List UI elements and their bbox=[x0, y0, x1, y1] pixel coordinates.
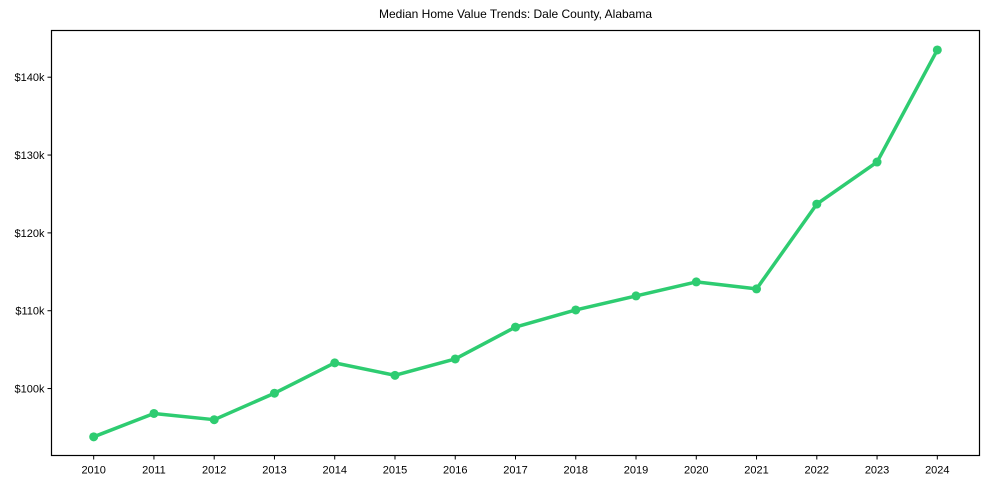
data-point-marker bbox=[571, 305, 581, 315]
x-tick-label: 2018 bbox=[564, 465, 588, 477]
x-tick-label: 2024 bbox=[925, 465, 949, 477]
data-point-marker bbox=[932, 45, 942, 55]
data-point-marker bbox=[149, 408, 159, 418]
data-point-marker bbox=[209, 415, 219, 425]
data-point-marker bbox=[752, 284, 762, 294]
x-tick-label: 2022 bbox=[805, 465, 829, 477]
y-tick-label: $110k bbox=[15, 306, 45, 318]
x-tick-label: 2021 bbox=[744, 465, 768, 477]
x-tick-label: 2012 bbox=[202, 465, 226, 477]
x-tick-label: 2011 bbox=[142, 465, 166, 477]
y-tick-label: $120k bbox=[15, 228, 45, 240]
y-axis: $100k $110k $120k $130k $140k bbox=[15, 72, 52, 396]
axes-frame bbox=[50, 29, 981, 457]
y-tick-label: $130k bbox=[15, 150, 45, 162]
data-point-marker bbox=[330, 358, 340, 368]
x-tick-label: 2014 bbox=[322, 465, 346, 477]
x-tick-label: 2023 bbox=[865, 465, 889, 477]
chart-title: Median Home Value Trends: Dale County, A… bbox=[378, 7, 653, 21]
x-tick-label: 2019 bbox=[624, 465, 648, 477]
x-tick-label: 2010 bbox=[81, 465, 105, 477]
x-tick-label: 2016 bbox=[443, 465, 467, 477]
data-point-marker bbox=[269, 388, 279, 398]
data-point-marker bbox=[872, 157, 882, 167]
y-tick-label: $140k bbox=[15, 72, 45, 84]
data-markers bbox=[89, 45, 942, 442]
x-tick-label: 2017 bbox=[503, 465, 527, 477]
data-point-marker bbox=[450, 354, 460, 364]
data-point-marker bbox=[390, 370, 400, 380]
data-point-marker bbox=[511, 322, 520, 332]
data-point-marker bbox=[89, 432, 99, 442]
data-point-marker bbox=[631, 291, 641, 301]
series-line bbox=[91, 48, 940, 439]
x-tick-label: 2015 bbox=[383, 465, 407, 477]
data-point-marker bbox=[812, 199, 822, 209]
y-tick-label: $100k bbox=[15, 384, 45, 396]
data-point-marker bbox=[691, 277, 701, 287]
x-tick-label: 2020 bbox=[684, 465, 708, 477]
x-axis: 2010 2011 2012 2013 2014 2015 2016 2017 2018 2019… bbox=[81, 455, 950, 477]
x-tick-label: 2013 bbox=[262, 465, 286, 477]
